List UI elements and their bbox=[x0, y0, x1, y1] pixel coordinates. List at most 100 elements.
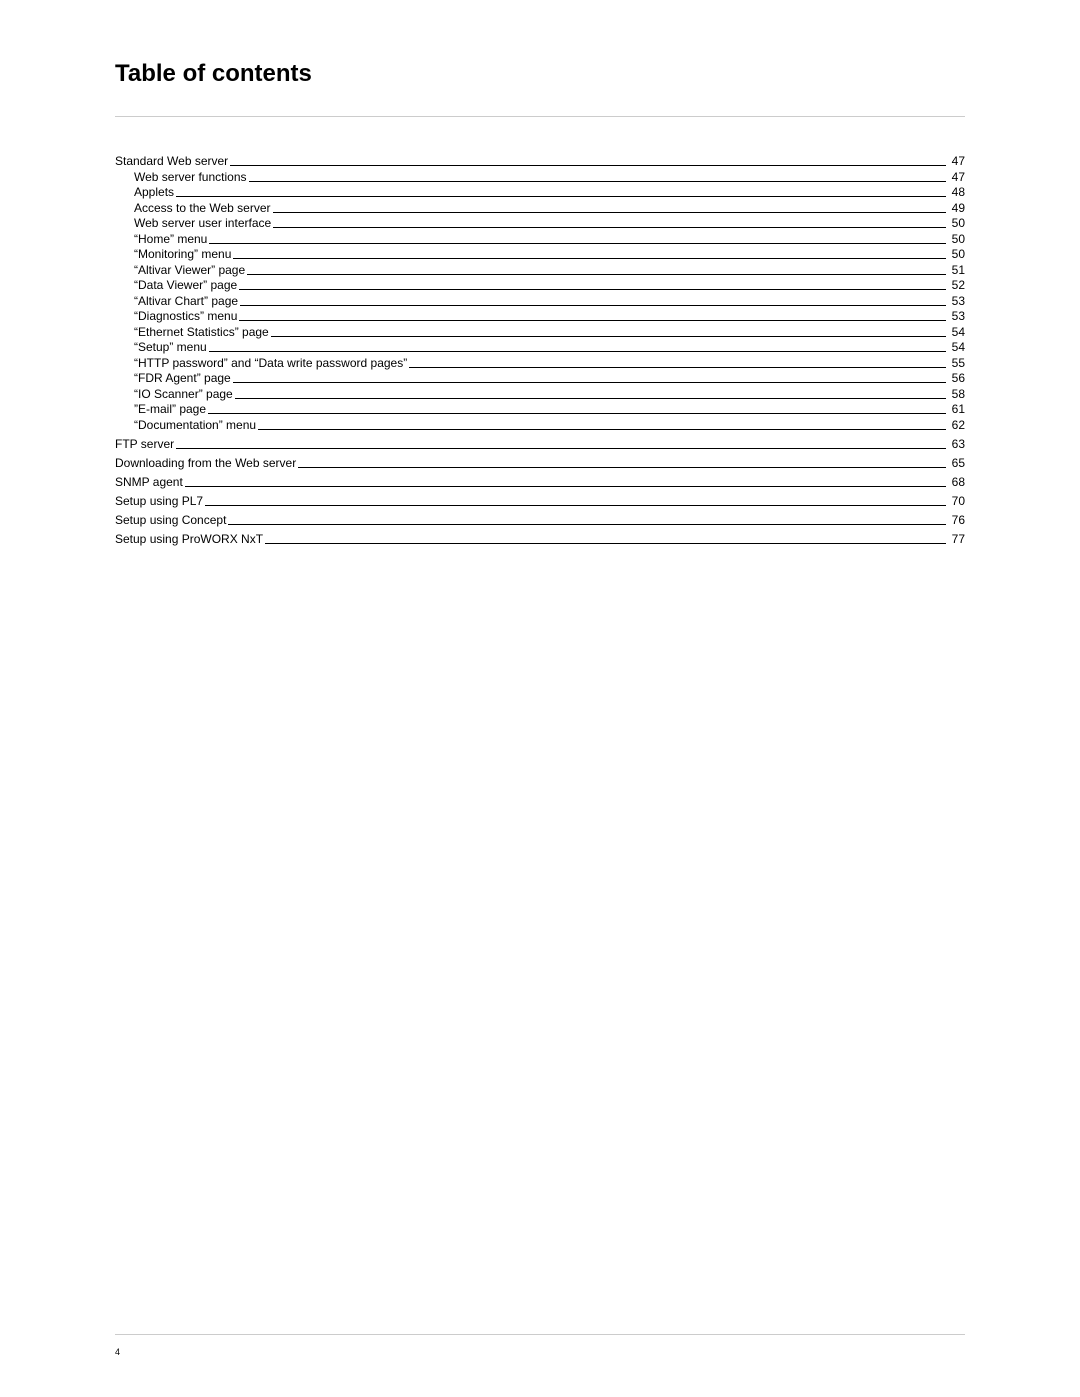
toc-entry-label: ”E-mail” page bbox=[134, 403, 206, 415]
toc-entry-label: Applets bbox=[134, 186, 174, 198]
toc-entry: Web server user interface 50 bbox=[115, 217, 965, 229]
toc-entry-page: 51 bbox=[950, 264, 965, 276]
toc-entry-page: 62 bbox=[950, 419, 965, 431]
toc-entry-label: “Diagnostics” menu bbox=[134, 310, 237, 322]
toc-entry-label: Setup using PL7 bbox=[115, 495, 203, 507]
toc-entry: “HTTP password” and “Data write password… bbox=[115, 357, 965, 369]
toc-leader bbox=[233, 382, 946, 383]
toc-entry-label: “Altivar Viewer” page bbox=[134, 264, 245, 276]
toc-leader bbox=[258, 429, 946, 430]
toc-leader bbox=[176, 448, 946, 449]
toc-entry-page: 70 bbox=[950, 495, 965, 507]
toc-entry-label: “FDR Agent” page bbox=[134, 372, 231, 384]
toc-entry-label: “Setup” menu bbox=[134, 341, 207, 353]
toc-entry-label: Web server user interface bbox=[134, 217, 271, 229]
toc-entry-label: “Ethernet Statistics” page bbox=[134, 326, 269, 338]
toc-entry-label: Setup using ProWORX NxT bbox=[115, 533, 263, 545]
toc-leader bbox=[271, 336, 946, 337]
toc-entry-label: SNMP agent bbox=[115, 476, 183, 488]
toc-leader bbox=[228, 524, 945, 525]
toc-entry: SNMP agent 68 bbox=[115, 476, 965, 488]
toc-entry-label: Setup using Concept bbox=[115, 514, 226, 526]
toc-entry: “Home” menu50 bbox=[115, 233, 965, 245]
toc-leader bbox=[176, 196, 946, 197]
toc-entry: “Altivar Chart” page 53 bbox=[115, 295, 965, 307]
toc-entry-page: 52 bbox=[950, 279, 965, 291]
toc-leader bbox=[247, 274, 945, 275]
toc-entry-label: FTP server bbox=[115, 438, 174, 450]
toc-entry-page: 56 bbox=[950, 372, 965, 384]
toc-leader bbox=[249, 181, 946, 182]
toc-entry-page: 68 bbox=[950, 476, 965, 488]
toc-leader bbox=[239, 320, 945, 321]
toc-entry-page: 53 bbox=[950, 295, 965, 307]
toc-entry: Access to the Web server 49 bbox=[115, 202, 965, 214]
toc-entry: FTP server 63 bbox=[115, 438, 965, 450]
toc-entry: “FDR Agent” page 56 bbox=[115, 372, 965, 384]
toc-entry-label: “Documentation” menu bbox=[134, 419, 256, 431]
toc-entry-page: 76 bbox=[950, 514, 965, 526]
toc-entry-label: “IO Scanner” page bbox=[134, 388, 233, 400]
footer: 4 bbox=[115, 1334, 965, 1357]
toc-entry: “Data Viewer” page 52 bbox=[115, 279, 965, 291]
table-of-contents: Standard Web server47Web server function… bbox=[115, 155, 965, 545]
toc-leader bbox=[409, 367, 945, 368]
toc-entry: Downloading from the Web server 65 bbox=[115, 457, 965, 469]
toc-entry: Setup using Concept 76 bbox=[115, 514, 965, 526]
toc-leader bbox=[233, 258, 945, 259]
toc-entry-label: “Data Viewer” page bbox=[134, 279, 237, 291]
toc-entry-label: Access to the Web server bbox=[134, 202, 271, 214]
toc-entry-label: Standard Web server bbox=[115, 155, 228, 167]
toc-entry: “Ethernet Statistics” page 54 bbox=[115, 326, 965, 338]
divider-top bbox=[115, 116, 965, 117]
page-title: Table of contents bbox=[115, 60, 965, 88]
toc-entry-page: 77 bbox=[950, 533, 965, 545]
divider-bottom bbox=[115, 1334, 965, 1335]
toc-leader bbox=[205, 505, 946, 506]
toc-entry: Setup using ProWORX NxT 77 bbox=[115, 533, 965, 545]
toc-entry: Web server functions 47 bbox=[115, 171, 965, 183]
toc-entry-page: 47 bbox=[950, 171, 965, 183]
toc-entry: Setup using PL7 70 bbox=[115, 495, 965, 507]
toc-leader bbox=[209, 351, 946, 352]
toc-entry-page: 54 bbox=[950, 341, 965, 353]
toc-entry-page: 54 bbox=[950, 326, 965, 338]
toc-entry-page: 61 bbox=[950, 403, 965, 415]
toc-leader bbox=[208, 413, 946, 414]
toc-entry-label: “Altivar Chart” page bbox=[134, 295, 238, 307]
toc-leader bbox=[230, 165, 945, 166]
toc-entry-label: Downloading from the Web server bbox=[115, 457, 296, 469]
toc-entry-page: 63 bbox=[950, 438, 965, 450]
toc-entry-label: “HTTP password” and “Data write password… bbox=[134, 357, 407, 369]
toc-leader bbox=[273, 227, 945, 228]
toc-entry-page: 50 bbox=[950, 217, 965, 229]
toc-entry: “Setup” menu 54 bbox=[115, 341, 965, 353]
page-number: 4 bbox=[115, 1347, 965, 1357]
toc-entry-label: Web server functions bbox=[134, 171, 247, 183]
toc-entry-page: 47 bbox=[950, 155, 965, 167]
toc-leader bbox=[298, 467, 945, 468]
toc-leader bbox=[265, 543, 946, 544]
toc-entry: “Altivar Viewer” page 51 bbox=[115, 264, 965, 276]
toc-entry-label: “Monitoring” menu bbox=[134, 248, 231, 260]
toc-leader bbox=[273, 212, 946, 213]
toc-entry-page: 50 bbox=[950, 248, 965, 260]
toc-entry-page: 55 bbox=[950, 357, 965, 369]
toc-entry-page: 48 bbox=[950, 186, 965, 198]
toc-entry: “Documentation” menu 62 bbox=[115, 419, 965, 431]
toc-leader bbox=[240, 305, 946, 306]
toc-entry: Standard Web server 47 bbox=[115, 155, 965, 167]
toc-leader bbox=[235, 398, 946, 399]
toc-entry-page: 50 bbox=[950, 233, 965, 245]
toc-entry-page: 49 bbox=[950, 202, 965, 214]
toc-leader bbox=[209, 243, 945, 244]
toc-entry-page: 53 bbox=[950, 310, 965, 322]
toc-entry-page: 65 bbox=[950, 457, 965, 469]
toc-entry: ”E-mail” page 61 bbox=[115, 403, 965, 415]
toc-entry-page: 58 bbox=[950, 388, 965, 400]
toc-entry: “Monitoring” menu 50 bbox=[115, 248, 965, 260]
toc-entry: “Diagnostics” menu 53 bbox=[115, 310, 965, 322]
toc-entry: “IO Scanner” page 58 bbox=[115, 388, 965, 400]
toc-leader bbox=[239, 289, 945, 290]
toc-leader bbox=[185, 486, 946, 487]
